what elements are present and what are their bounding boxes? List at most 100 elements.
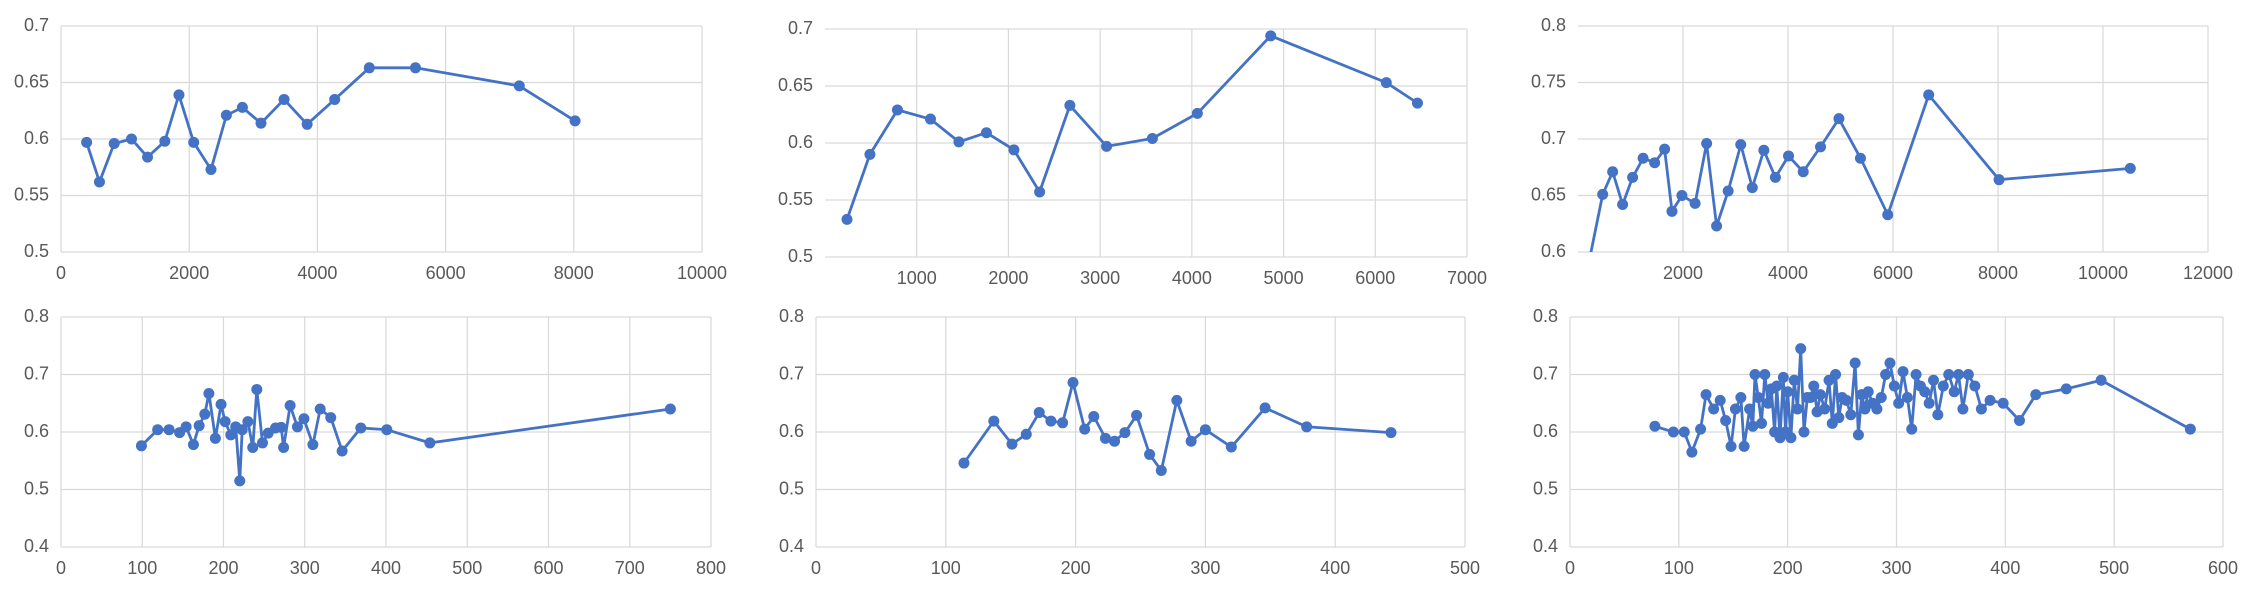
y-tick-label: 0.7 xyxy=(779,363,804,383)
data-point xyxy=(1144,448,1156,460)
data-point xyxy=(284,400,296,412)
data-point xyxy=(1897,366,1909,378)
data-point xyxy=(1969,380,1981,392)
x-tick-label: 8000 xyxy=(1978,263,2018,283)
data-point xyxy=(2013,415,2025,426)
data-point xyxy=(1676,190,1688,201)
y-tick-label: 0.55 xyxy=(778,189,813,209)
data-point xyxy=(1749,369,1761,380)
data-point xyxy=(1791,403,1803,415)
data-point xyxy=(1888,380,1900,392)
data-point xyxy=(1689,197,1701,209)
y-tick-label: 0.7 xyxy=(1541,128,1566,148)
data-point xyxy=(1785,432,1797,444)
data-point xyxy=(1099,432,1111,444)
y-tick-label: 0.8 xyxy=(779,306,804,326)
data-point xyxy=(1738,440,1750,452)
data-point xyxy=(1788,374,1800,386)
x-tick-label: 400 xyxy=(371,558,401,578)
data-point xyxy=(841,213,853,225)
x-tick-label: 2000 xyxy=(169,263,209,283)
data-point xyxy=(1752,392,1764,403)
data-point xyxy=(1923,89,1935,101)
data-point xyxy=(1746,182,1758,194)
data-point xyxy=(234,475,246,487)
data-point xyxy=(142,151,154,163)
data-point xyxy=(255,117,267,129)
x-tick-label: 10000 xyxy=(2078,263,2128,283)
x-tick-label: 300 xyxy=(1881,558,1911,578)
data-point xyxy=(1119,427,1131,439)
y-tick-label: 0.5 xyxy=(24,478,49,498)
data-point xyxy=(2184,423,2196,435)
data-point xyxy=(1131,409,1143,421)
x-tick-label: 400 xyxy=(1990,558,2020,578)
data-point xyxy=(93,176,105,188)
x-tick-label: 8000 xyxy=(554,263,594,283)
x-tick-label: 100 xyxy=(931,558,961,578)
data-point xyxy=(409,62,421,74)
data-point xyxy=(424,437,436,449)
data-point xyxy=(1686,446,1698,458)
x-tick-label: 600 xyxy=(2208,558,2238,578)
data-point xyxy=(1993,174,2005,186)
y-tick-label: 0.6 xyxy=(24,128,49,148)
data-point xyxy=(1906,423,1918,435)
x-tick-label: 4000 xyxy=(1172,268,1212,288)
data-point xyxy=(291,421,303,433)
data-point xyxy=(1819,403,1831,415)
data-point xyxy=(1830,369,1842,380)
data-point xyxy=(1155,465,1167,477)
chart: 0.4 0.5 0.6 0.7 0.8 0 100 200 300 400 500 600 700 800 xyxy=(24,306,726,578)
data-point xyxy=(1617,199,1629,211)
data-point xyxy=(1735,139,1747,151)
y-tick-label: 0.65 xyxy=(14,71,49,91)
data-point xyxy=(1199,424,1211,436)
data-point xyxy=(1667,426,1679,438)
x-tick-label: 6000 xyxy=(1355,268,1395,288)
x-tick-label: 500 xyxy=(452,558,482,578)
data-point xyxy=(325,412,337,424)
data-point xyxy=(180,421,192,433)
data-point xyxy=(81,136,93,148)
data-point xyxy=(1928,374,1940,386)
y-tick-label: 0.5 xyxy=(24,241,49,261)
data-point xyxy=(1805,392,1817,403)
data-point xyxy=(1762,397,1774,409)
data-point xyxy=(257,437,268,449)
data-point xyxy=(1777,371,1789,383)
data-point xyxy=(1225,441,1237,453)
data-point xyxy=(1701,138,1713,150)
data-point xyxy=(1597,188,1609,200)
data-point xyxy=(1057,417,1069,429)
y-tick-label: 0.6 xyxy=(1533,421,1558,441)
data-point xyxy=(1948,386,1960,398)
data-point xyxy=(1411,97,1423,109)
data-point xyxy=(314,403,326,415)
x-tick-label: 0 xyxy=(1565,558,1575,578)
data-point xyxy=(513,80,525,92)
data-point xyxy=(1607,166,1619,178)
data-point xyxy=(188,136,200,148)
data-point xyxy=(1581,269,1592,280)
data-point xyxy=(2030,389,2042,401)
data-point xyxy=(135,440,147,452)
data-point xyxy=(1845,409,1857,421)
data-point xyxy=(1720,415,1732,426)
chart: 0.6 0.65 0.7 0.75 0.8 2000 4000 6000 8000 10000 12… xyxy=(1531,15,2233,283)
data-point xyxy=(1953,369,1965,380)
data-point xyxy=(225,429,237,441)
data-line xyxy=(85,66,576,187)
x-tick-label: 5000 xyxy=(1264,268,1304,288)
data-point xyxy=(1943,369,1955,380)
data-point xyxy=(1666,205,1678,217)
y-tick-label: 0.55 xyxy=(14,184,49,204)
data-point xyxy=(1859,403,1871,415)
data-point xyxy=(1637,152,1649,164)
data-point xyxy=(336,445,348,457)
data-point xyxy=(1265,30,1277,42)
data-point xyxy=(1808,380,1820,392)
data-point xyxy=(958,457,970,469)
data-point xyxy=(307,439,319,451)
x-tick-label: 100 xyxy=(127,558,157,578)
